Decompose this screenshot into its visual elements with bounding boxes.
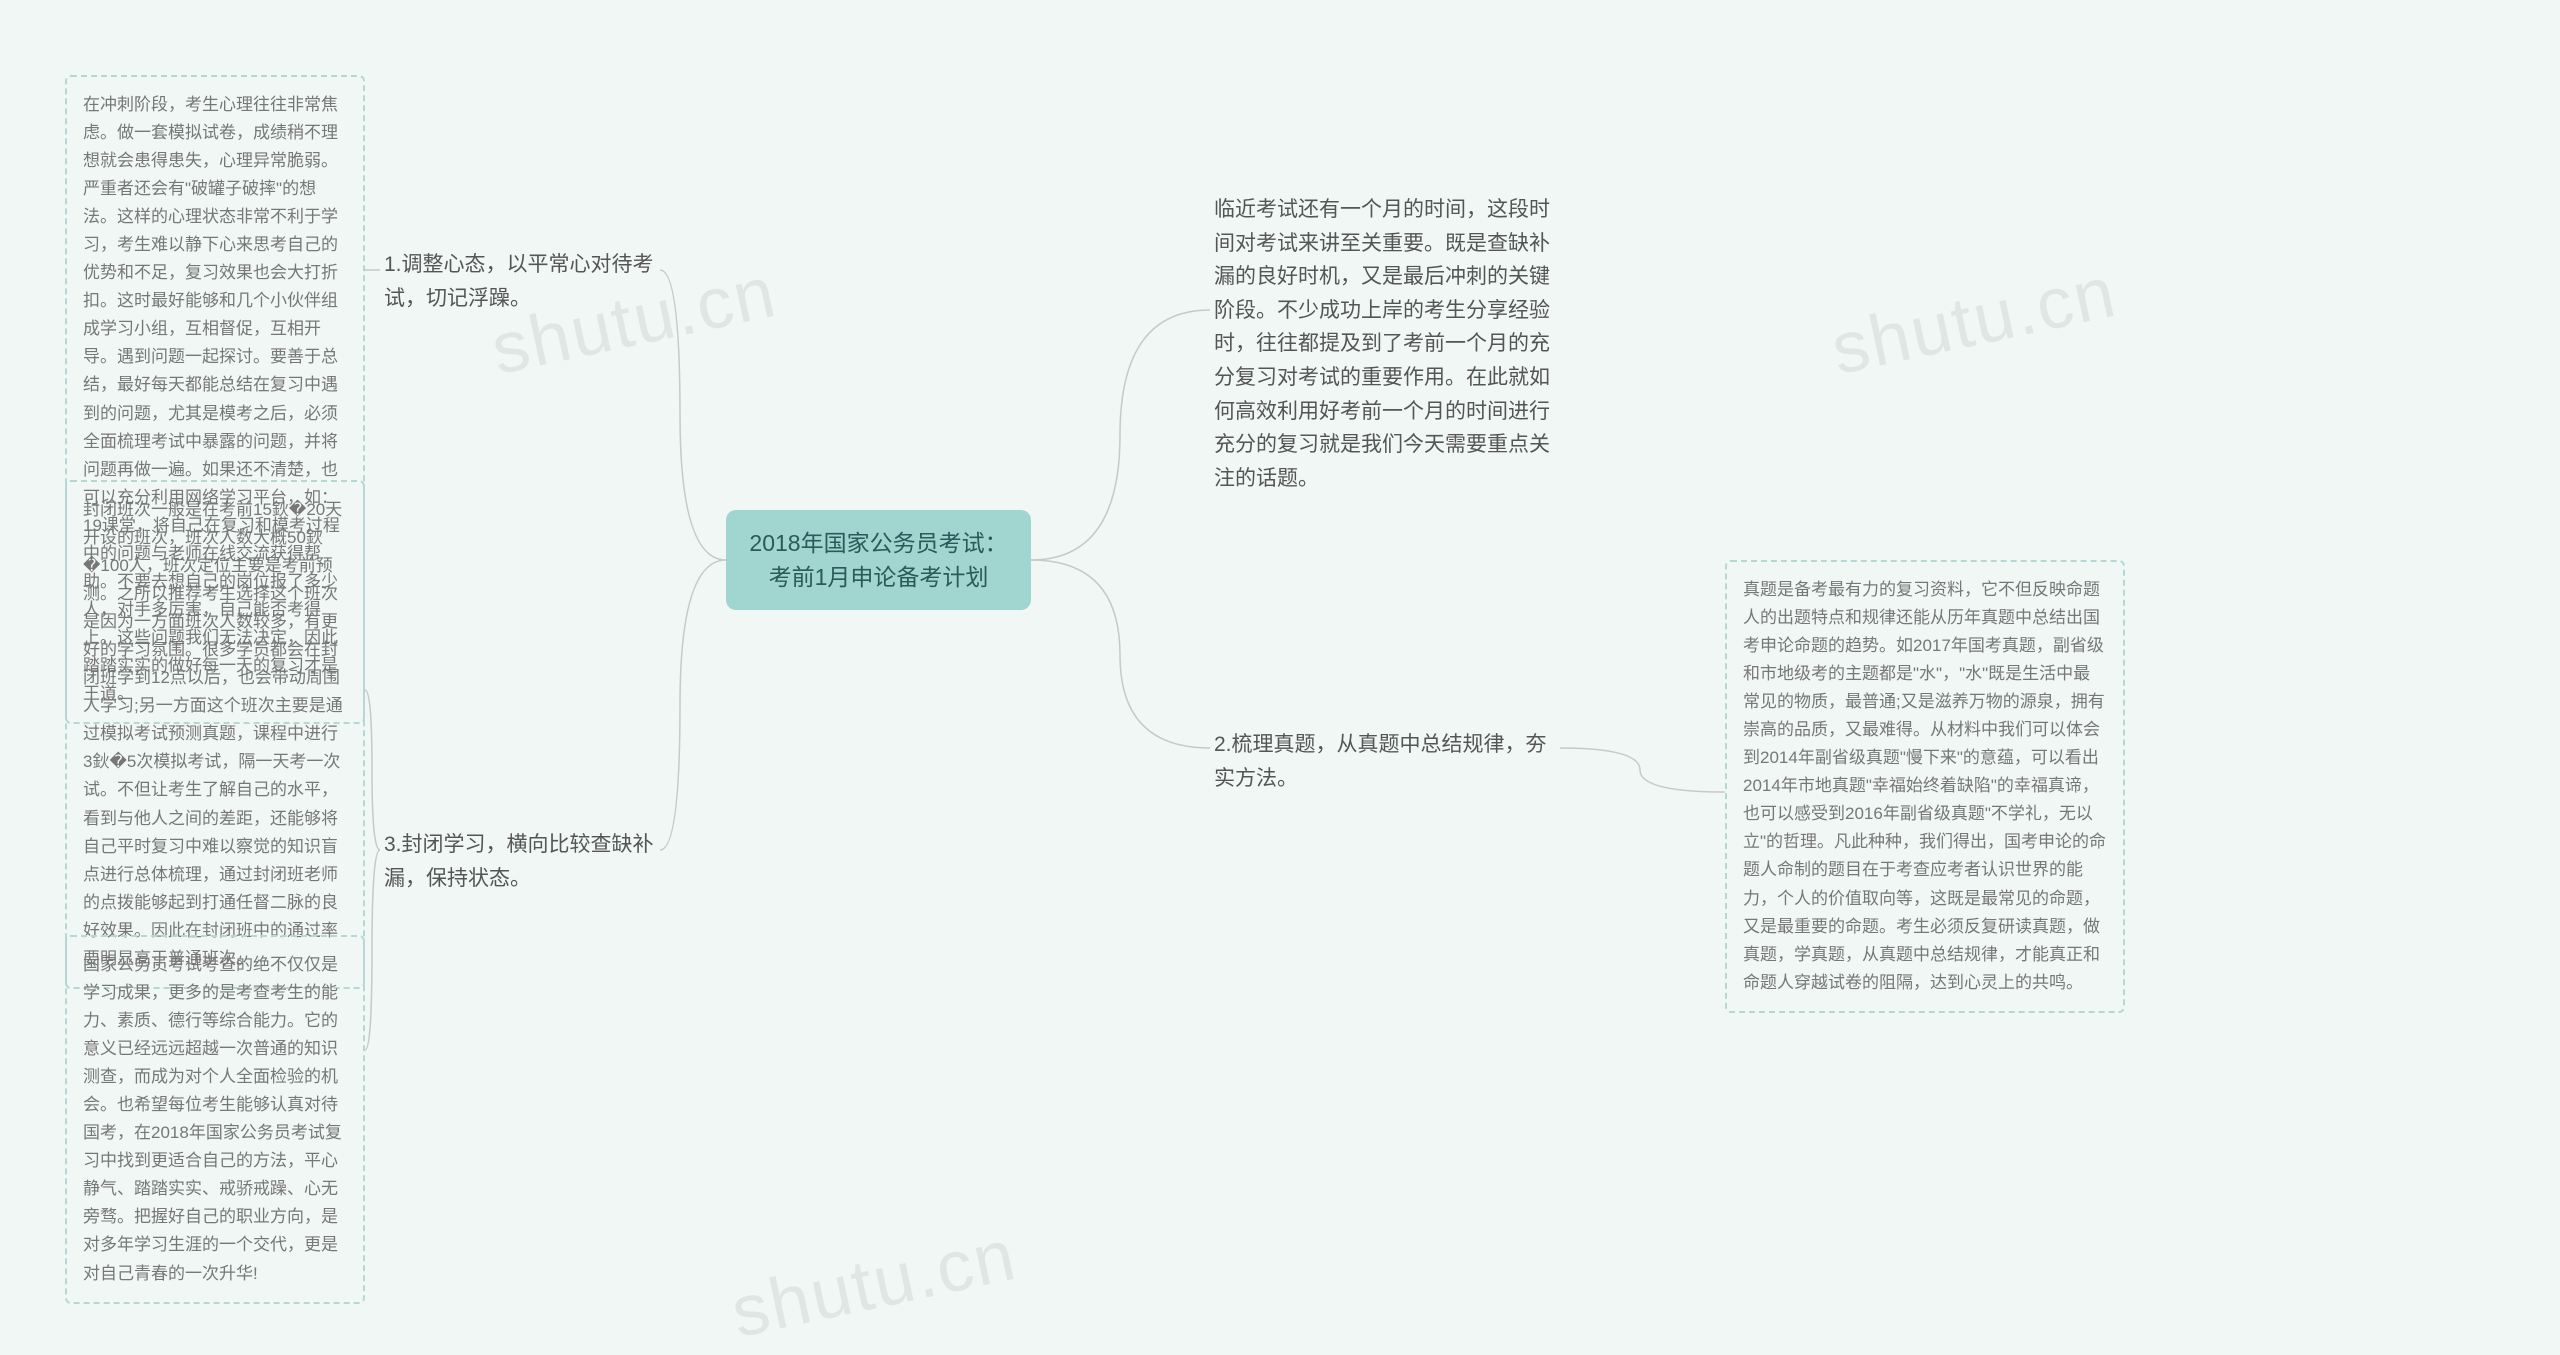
left-branch-3-detail-a: 封闭班次一般是在考前15鈥�20天开设的班次，班次人数大概50鈥�100人，班次…: [65, 480, 365, 989]
center-node: 2018年国家公务员考试：考前1月申论备考计划: [726, 510, 1031, 610]
watermark: shutu.cn: [1825, 251, 2124, 391]
right-branch-2-detail: 真题是备考最有力的复习资料，它不但反映命题人的出题特点和规律还能从历年真题中总结…: [1725, 560, 2125, 1013]
right-intro: 临近考试还有一个月的时间，这段时间对考试来讲至关重要。既是查缺补漏的良好时机，又…: [1210, 185, 1560, 503]
right-branch-2: 2.梳理真题，从真题中总结规律，夯实方法。: [1210, 720, 1560, 803]
left-branch-3: 3.封闭学习，横向比较查缺补漏，保持状态。: [380, 820, 660, 903]
left-branch-1: 1.调整心态，以平常心对待考试，切记浮躁。: [380, 240, 660, 323]
watermark: shutu.cn: [725, 1214, 1024, 1354]
left-branch-3-detail-b: 国家公务员考试考查的绝不仅仅是学习成果，更多的是考查考生的能力、素质、德行等综合…: [65, 935, 365, 1304]
